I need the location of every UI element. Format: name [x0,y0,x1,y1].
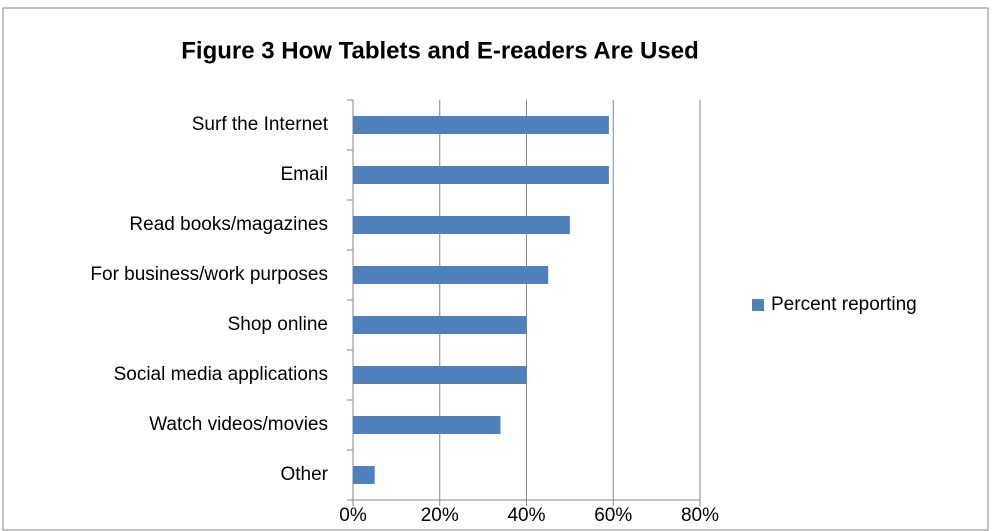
y-tick-label: Shop online [228,314,328,335]
chart-title: Figure 3 How Tablets and E-readers Are U… [181,37,698,64]
y-tick-label: For business/work purposes [90,264,328,285]
bar [353,166,609,184]
bar [353,316,527,334]
y-tick-label: Surf the Internet [192,114,329,135]
legend-label: Percent reporting [771,294,917,315]
y-tick-label: Watch videos/movies [149,414,328,435]
x-tick-label: 0% [339,505,367,526]
x-tick-label: 80% [681,505,719,526]
y-tick-label: Other [280,464,328,485]
y-tick-label: Email [280,164,328,185]
x-tick-label: 20% [421,505,459,526]
bar [353,416,501,434]
bar [353,466,375,484]
y-tick-label: Read books/magazines [129,214,328,235]
y-tick-label: Social media applications [114,364,328,385]
bar [353,266,549,284]
x-tick-label: 40% [507,505,545,526]
bar [353,116,609,134]
bar [353,366,527,384]
x-tick-label: 60% [594,505,632,526]
bar [353,216,570,234]
legend-swatch [752,299,764,311]
